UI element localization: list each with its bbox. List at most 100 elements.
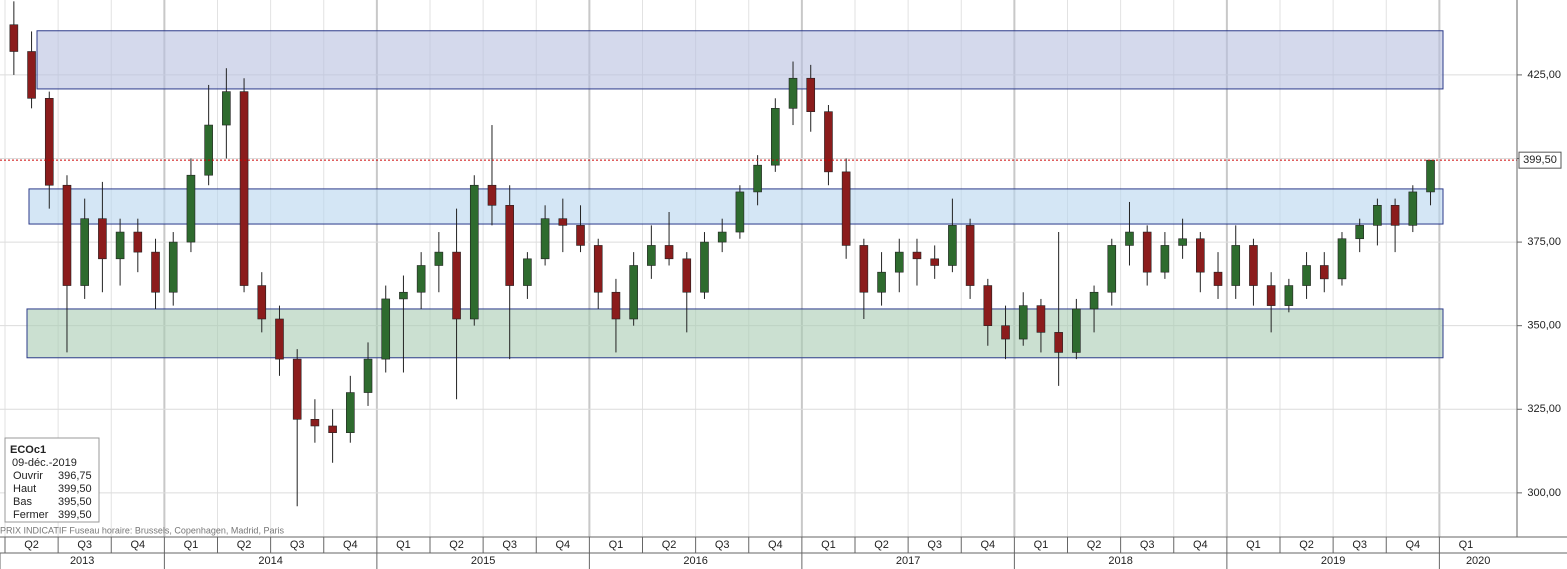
x-tick-label: Q1 xyxy=(184,539,199,551)
candle-body xyxy=(80,218,89,286)
candle-body xyxy=(1178,238,1187,246)
candle-body xyxy=(1089,291,1099,310)
candle-body xyxy=(611,291,621,320)
x-tick-label: Q4 xyxy=(1193,539,1208,551)
x-tick-label: Q1 xyxy=(1459,539,1474,551)
candle-body xyxy=(1319,265,1329,280)
candle-body xyxy=(363,358,373,393)
candle-body xyxy=(1373,205,1382,226)
candle-body xyxy=(434,251,444,266)
candle-body xyxy=(151,251,160,293)
candle-body xyxy=(540,218,550,260)
candle-body xyxy=(558,218,568,226)
candle-body xyxy=(753,164,762,193)
candle-body xyxy=(1036,305,1046,333)
year-label: 2018 xyxy=(1108,555,1132,567)
info-value: 399,50 xyxy=(58,483,92,495)
candle-body xyxy=(1249,245,1258,286)
info-label: Bas xyxy=(13,496,32,508)
year-label: 2013 xyxy=(70,555,94,567)
candle-body xyxy=(1266,285,1276,306)
x-tick-label: Q3 xyxy=(77,539,92,551)
info-symbol: ECOc1 xyxy=(10,444,46,456)
info-label: Haut xyxy=(13,483,36,495)
x-tick-label: Q2 xyxy=(1299,539,1314,551)
x-tick-label: Q1 xyxy=(1246,539,1261,551)
x-tick-label: Q2 xyxy=(874,539,889,551)
year-label: 2017 xyxy=(896,555,920,567)
candle-body xyxy=(1054,332,1063,353)
x-tick-label: Q2 xyxy=(449,539,464,551)
candle-body xyxy=(682,258,692,293)
info-value: 399,50 xyxy=(58,509,92,521)
info-label: Fermer xyxy=(13,509,49,521)
candle-body xyxy=(1160,245,1170,273)
candle-body xyxy=(629,265,638,320)
candle-body xyxy=(275,318,284,360)
x-tick-label: Q3 xyxy=(927,539,942,551)
candle-body xyxy=(523,258,532,286)
candle-body xyxy=(806,77,816,112)
candle-body xyxy=(98,218,107,260)
candle-body xyxy=(346,392,355,433)
x-tick-label: Q1 xyxy=(609,539,624,551)
candle-body xyxy=(27,51,36,99)
candle-body xyxy=(399,291,408,300)
candle-body xyxy=(115,231,125,260)
candle-body xyxy=(717,231,727,243)
candle-body xyxy=(912,251,922,260)
info-value: 396,75 xyxy=(58,470,92,482)
candle-body xyxy=(1196,238,1205,273)
candle-body xyxy=(222,91,231,126)
candle-body xyxy=(416,265,426,293)
candle-body xyxy=(452,251,461,320)
last-price-label: 399,50 xyxy=(1523,154,1557,166)
candle-body xyxy=(9,24,19,52)
candle-body xyxy=(1142,231,1152,273)
candle-body xyxy=(576,225,585,246)
x-tick-label: Q2 xyxy=(237,539,252,551)
candle-body xyxy=(1408,191,1418,226)
candle-body xyxy=(664,245,674,260)
candle-body xyxy=(62,184,72,286)
info-label: Ouvrir xyxy=(13,470,43,482)
candle-body xyxy=(1355,225,1364,240)
x-tick-label: Q4 xyxy=(980,539,995,551)
x-tick-label: Q3 xyxy=(1140,539,1155,551)
candle-body xyxy=(647,245,656,266)
candle-body xyxy=(877,271,886,293)
candle-body xyxy=(204,124,213,176)
footer: PRIX INDICATIF Fuseau horaire: Brussels,… xyxy=(0,525,284,535)
candle-body xyxy=(824,111,833,173)
candle-body xyxy=(328,425,337,433)
x-tick-label: Q3 xyxy=(502,539,517,551)
candle-body xyxy=(1426,159,1435,193)
candle-body xyxy=(239,91,249,286)
x-tick-label: Q3 xyxy=(290,539,305,551)
candle-body xyxy=(983,285,993,326)
year-label: 2020 xyxy=(1466,555,1490,567)
candle-body xyxy=(1107,245,1117,293)
candle-body xyxy=(700,241,709,293)
info-box xyxy=(4,437,100,523)
x-tick-label: Q4 xyxy=(130,539,145,551)
x-tick-label: Q1 xyxy=(821,539,836,551)
x-tick-label: Q2 xyxy=(662,539,677,551)
candle-body xyxy=(1231,245,1241,286)
x-tick-label: Q3 xyxy=(715,539,730,551)
plot-bg xyxy=(0,0,1517,537)
x-tick-label: Q2 xyxy=(24,539,39,551)
candle-body xyxy=(930,258,939,266)
candle-body xyxy=(133,231,143,253)
candle-body xyxy=(1125,231,1134,246)
candle-body xyxy=(1302,265,1311,286)
y-tick-label: 375,00 xyxy=(1527,236,1561,248)
candle-body xyxy=(310,419,320,427)
year-label: 2015 xyxy=(471,555,495,567)
candle-body xyxy=(186,174,196,243)
candle-body xyxy=(1001,325,1010,340)
candle-body xyxy=(44,98,54,186)
x-tick-label: Q4 xyxy=(555,539,570,551)
candle-body xyxy=(841,171,851,246)
